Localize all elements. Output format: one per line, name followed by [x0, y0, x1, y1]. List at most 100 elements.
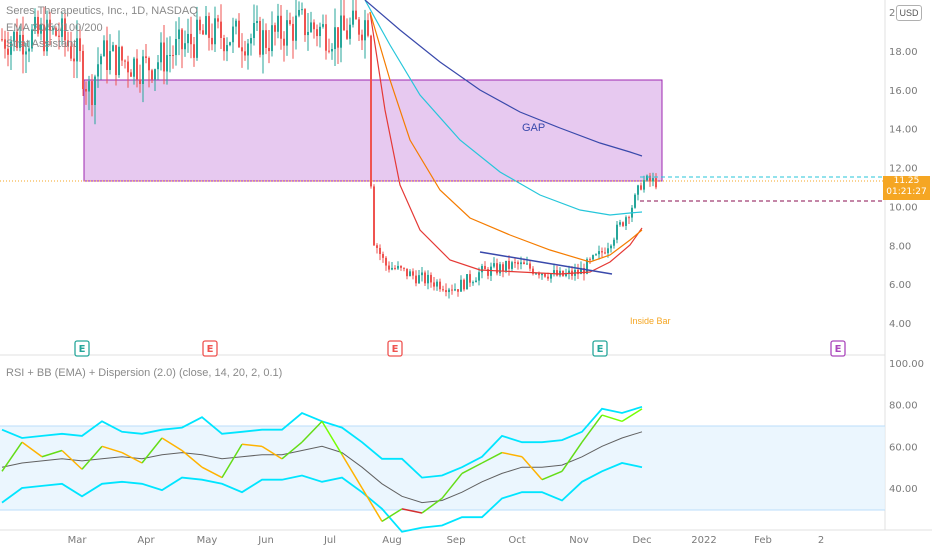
candle-body [349, 24, 351, 39]
candle-body [607, 248, 609, 254]
candle-body [517, 262, 519, 265]
rsi-axis[interactable]: 100.00 80.00 60.00 40.00 [889, 359, 924, 495]
candle-body [172, 55, 174, 57]
ema-legend[interactable]: EMA 20/50/100/200 [6, 22, 103, 34]
candle-body [325, 24, 327, 51]
candle-body [46, 19, 48, 52]
time-tick: 2022 [691, 535, 716, 546]
candle-body [598, 251, 600, 255]
candle-body [310, 22, 312, 32]
gap-zone[interactable] [83, 79, 663, 182]
candle-body [106, 40, 108, 70]
candle-body [520, 262, 522, 265]
candle-body [481, 265, 483, 273]
price-axis[interactable]: 20.0018.0016.0014.0012.0010.008.006.004.… [889, 8, 918, 330]
candle-body [190, 33, 192, 45]
candle-body [379, 247, 381, 255]
candle-body [238, 20, 240, 48]
candle-body [247, 43, 249, 56]
rsi-zone [0, 426, 885, 510]
time-tick: Mar [68, 535, 88, 546]
candle-body [52, 28, 54, 31]
candle-body [97, 64, 99, 77]
candle-body [424, 272, 426, 284]
candle-body [634, 194, 636, 208]
time-tick: Dec [632, 535, 651, 546]
candle-body [259, 20, 261, 55]
candle-body [136, 58, 138, 80]
candles-group [1, 0, 657, 299]
candle-body [589, 259, 591, 261]
candle-body [361, 34, 363, 41]
candle-body [496, 263, 498, 274]
candle-body [235, 20, 237, 27]
candle-body [118, 46, 120, 76]
candle-body [394, 267, 396, 269]
time-tick: 2 [818, 535, 824, 546]
candle-body [157, 62, 159, 70]
candle-body [430, 274, 432, 283]
rsi-legend[interactable]: RSI + BB (EMA) + Dispersion (2.0) (close… [6, 367, 283, 379]
strat-legend[interactable]: Strat Assistant [6, 38, 77, 50]
time-axis[interactable]: Mar Apr May Jun Jul Aug Sep Oct Nov Dec 2022 Feb 2 [68, 535, 825, 546]
candle-body [181, 29, 183, 50]
rsi-segment [21, 441, 43, 458]
rsi-segment [341, 454, 363, 489]
candle-body [604, 252, 606, 254]
rsi-segment [561, 441, 583, 472]
candle-body [10, 41, 12, 55]
candle-body [202, 30, 204, 35]
candle-body [406, 268, 408, 277]
candle-body [421, 272, 423, 276]
rsi-segment [541, 470, 563, 481]
candle-body [241, 47, 243, 52]
candle-body [583, 267, 585, 274]
candle-body [427, 274, 429, 284]
candle-body [163, 42, 165, 72]
candle-body [22, 34, 24, 55]
symbol-title: Seres Therapeutics, Inc., 1D, NASDAQ [6, 5, 198, 17]
candle-body [358, 19, 360, 35]
candle-body [130, 72, 132, 77]
candle-body [499, 264, 501, 274]
candle-body [451, 289, 453, 291]
earnings-label: E [392, 344, 399, 355]
candle-body [559, 270, 561, 276]
trendline[interactable] [479, 251, 613, 275]
candle-body [490, 266, 492, 276]
earnings-icon [592, 340, 608, 357]
candle-body [265, 30, 267, 48]
candle-body [16, 31, 18, 48]
candle-body [88, 81, 90, 92]
candle-body [127, 61, 129, 73]
candle-body [268, 47, 270, 52]
candle-body [112, 45, 114, 52]
candle-body [76, 38, 78, 62]
candle-body [367, 20, 369, 36]
candle-body [49, 19, 51, 31]
candle-body [493, 263, 495, 267]
candle-body [94, 76, 96, 106]
candle-body [43, 24, 45, 52]
candle-body [487, 269, 489, 276]
rsi-segment [441, 472, 463, 499]
rsi-segment [421, 497, 443, 514]
candle-body [55, 28, 57, 36]
candle-body [526, 263, 528, 265]
rsi-segment [281, 441, 303, 460]
price-tick: 10.00 [889, 202, 918, 213]
candle-body [391, 267, 393, 270]
candle-body [175, 39, 177, 56]
candle-body [61, 18, 63, 37]
candle-body [568, 270, 570, 274]
candle-body [103, 40, 105, 57]
candle-body [511, 262, 513, 269]
candle-body [289, 20, 291, 24]
candle-body [277, 15, 279, 32]
candle-body [343, 15, 345, 31]
currency-button[interactable]: USD [896, 5, 922, 21]
candle-body [301, 9, 303, 11]
candle-body [262, 30, 264, 55]
price-tick: 12.00 [889, 164, 918, 175]
